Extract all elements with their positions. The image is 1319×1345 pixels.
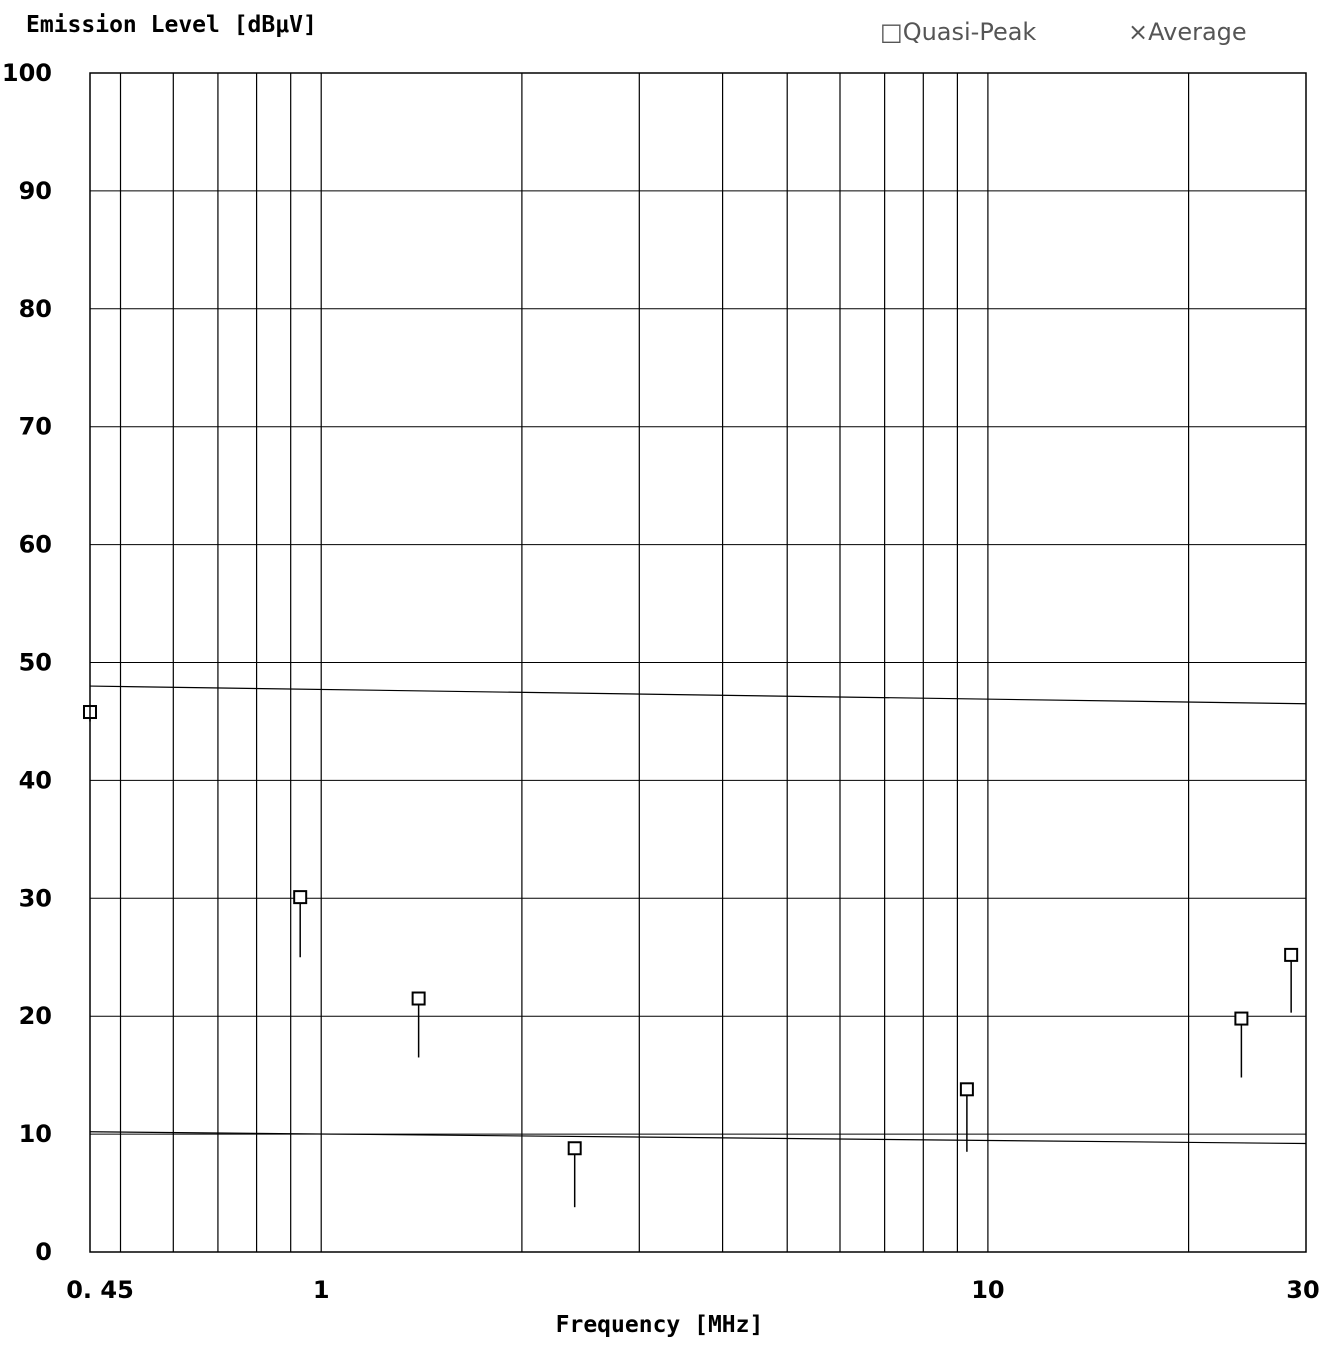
y-tick-label: 70 (19, 413, 52, 441)
y-tick-label: 50 (19, 649, 52, 677)
x-axis-label: Frequency [MHz] (555, 1312, 764, 1338)
legend-average: ×Average (1128, 18, 1247, 46)
x-tick-label: 30 (1286, 1276, 1319, 1304)
y-tick-label: 20 (19, 1002, 52, 1030)
plot-frame (89, 72, 1307, 1253)
y-tick-label: 30 (19, 884, 52, 912)
legend-quasi-peak-label: Quasi-Peak (902, 18, 1037, 46)
legend-quasi-peak: □Quasi-Peak (880, 18, 1036, 46)
y-tick-label: 60 (19, 531, 52, 559)
y-tick-label: 90 (19, 177, 52, 205)
quasi-peak-marker (293, 890, 308, 905)
quasi-peak-marker (959, 1082, 974, 1097)
y-tick-label: 10 (19, 1120, 52, 1148)
legend-average-label: Average (1148, 18, 1247, 46)
quasi-peak-marker (567, 1141, 582, 1156)
y-tick-label: 40 (19, 766, 52, 794)
y-axis-label: Emission Level [dBμV] (26, 12, 317, 38)
chart-grid (90, 73, 1306, 1252)
y-tick-label: 0 (35, 1238, 52, 1266)
tick-labels: 0 10 20 30 40 50 60 70 80 90 100 0. 45 1 10 30 (2, 59, 1319, 1304)
y-tick-label: 80 (19, 295, 52, 323)
y-tick-label: 100 (2, 59, 52, 87)
limit-line (89, 1131, 1307, 1145)
quasi-peak-marker (411, 991, 426, 1006)
legend-quasi-peak-symbol: □ (880, 18, 903, 46)
x-tick-label: 10 (971, 1276, 1004, 1304)
quasi-peak-marker (1284, 947, 1299, 962)
legend-average-symbol: × (1128, 18, 1149, 46)
x-tick-label: 0. 45 (66, 1276, 134, 1304)
quasi-peak-markers (83, 705, 1299, 1156)
limit-lines (89, 685, 1307, 1145)
limit-line (89, 685, 1307, 705)
x-tick-label: 1 (313, 1276, 330, 1304)
quasi-peak-marker (1234, 1011, 1249, 1026)
